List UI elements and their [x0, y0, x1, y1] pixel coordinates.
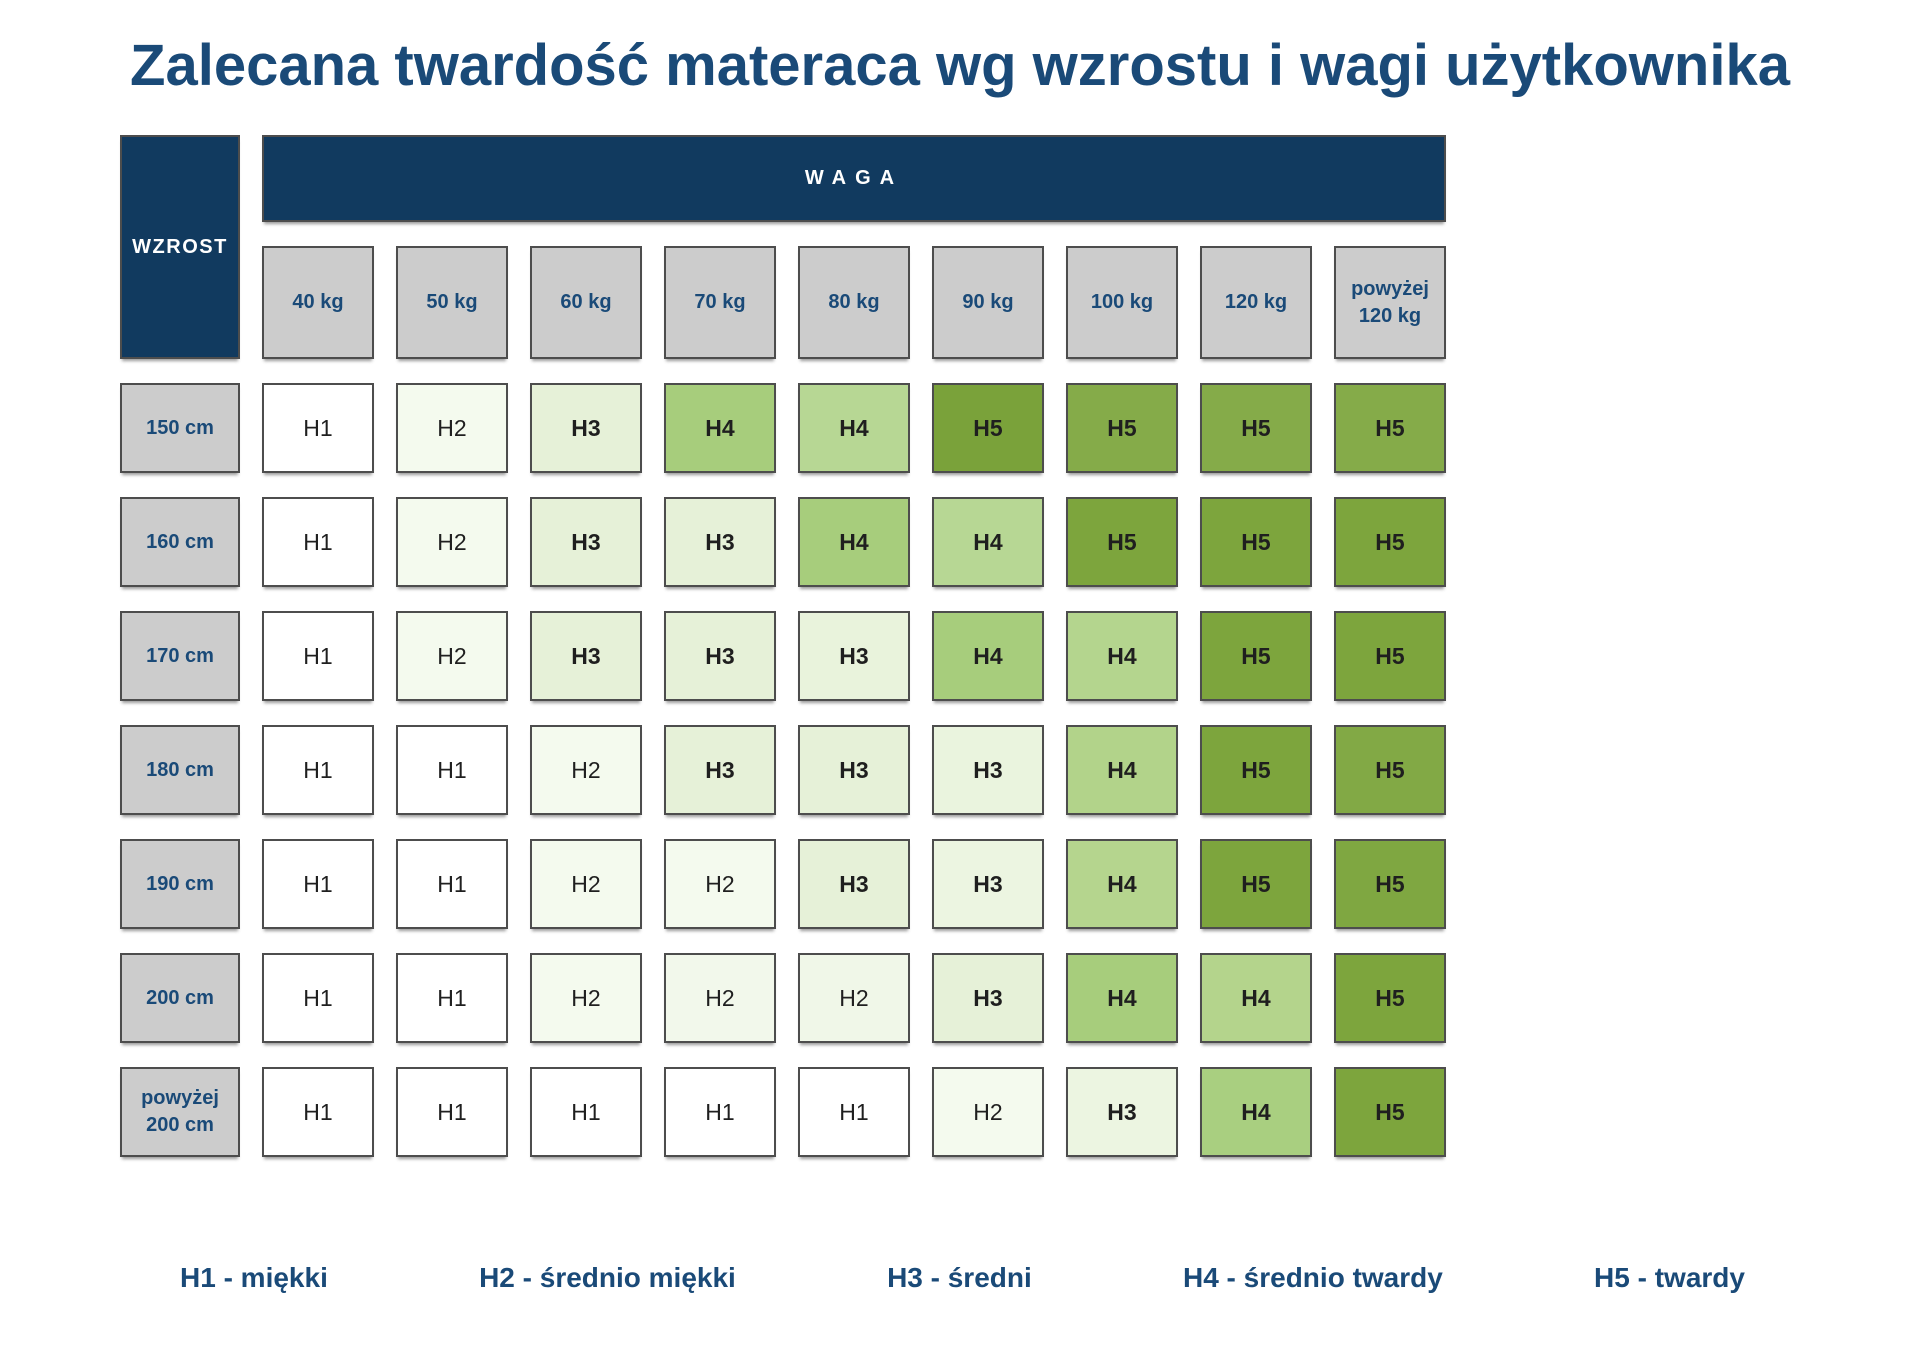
firmness-cell: H4: [1066, 953, 1178, 1043]
page-title: Zalecana twardość materaca wg wzrostu i …: [130, 33, 1790, 98]
firmness-cell: H2: [932, 1067, 1044, 1157]
firmness-cell: H5: [1200, 383, 1312, 473]
firmness-cell: H5: [1334, 839, 1446, 929]
column-header: 60 kg: [530, 246, 642, 359]
firmness-cell: H3: [932, 725, 1044, 815]
firmness-cell: H1: [262, 497, 374, 587]
column-header: powyżej 120 kg: [1334, 246, 1446, 359]
firmness-table: WZROST WAGA 40 kg 50 kg 60 kg 70 kg 80 kg 90 …: [120, 135, 1446, 1157]
firmness-cell: H5: [1334, 1067, 1446, 1157]
row-header: 170 cm: [120, 611, 240, 701]
firmness-cell: H1: [262, 1067, 374, 1157]
firmness-cell: H2: [396, 497, 508, 587]
row-header: 160 cm: [120, 497, 240, 587]
legend-item-h2: H2 - średnio miękki: [479, 1262, 736, 1293]
firmness-cell: H1: [530, 1067, 642, 1157]
column-header: 80 kg: [798, 246, 910, 359]
firmness-cell: H3: [664, 611, 776, 701]
firmness-cell: H3: [798, 725, 910, 815]
firmness-cell: H1: [396, 839, 508, 929]
legend-item-h4: H4 - średnio twardy: [1182, 1262, 1443, 1293]
firmness-cell: H5: [1334, 611, 1446, 701]
firmness-cell: H5: [1066, 383, 1178, 473]
firmness-cell: H4: [932, 611, 1044, 701]
firmness-cell: H5: [1334, 383, 1446, 473]
firmness-cell: H4: [798, 383, 910, 473]
firmness-cell: H5: [1066, 497, 1178, 587]
firmness-cell: H3: [530, 611, 642, 701]
legend: H1 - miękki H2 - średnio miękki H3 - śre…: [180, 1262, 1745, 1294]
firmness-cell: H3: [932, 839, 1044, 929]
firmness-cell: H3: [664, 497, 776, 587]
firmness-cell: H2: [530, 953, 642, 1043]
firmness-cell: H2: [664, 953, 776, 1043]
firmness-cell: H1: [396, 725, 508, 815]
column-header: 40 kg: [262, 246, 374, 359]
firmness-cell: H3: [798, 839, 910, 929]
firmness-cell: H4: [664, 383, 776, 473]
firmness-cell: H4: [1066, 611, 1178, 701]
firmness-cell: H5: [1200, 725, 1312, 815]
firmness-cell: H1: [396, 1067, 508, 1157]
firmness-cell: H5: [1334, 497, 1446, 587]
firmness-cell: H4: [1200, 953, 1312, 1043]
firmness-cell: H1: [262, 725, 374, 815]
column-header: 100 kg: [1066, 246, 1178, 359]
firmness-cell: H3: [530, 497, 642, 587]
firmness-cell: H5: [1200, 497, 1312, 587]
firmness-cell: H3: [530, 383, 642, 473]
weight-axis-header: WAGA: [262, 135, 1446, 222]
firmness-cell: H2: [396, 383, 508, 473]
firmness-cell: H1: [262, 611, 374, 701]
firmness-cell: H3: [664, 725, 776, 815]
legend-item-h5: H5 - twardy: [1594, 1262, 1745, 1293]
firmness-cell: H1: [262, 839, 374, 929]
firmness-cell: H4: [798, 497, 910, 587]
legend-item-h1: H1 - miękki: [180, 1262, 328, 1293]
firmness-cell: H3: [1066, 1067, 1178, 1157]
firmness-cell: H2: [396, 611, 508, 701]
firmness-cell: H1: [798, 1067, 910, 1157]
column-header: 50 kg: [396, 246, 508, 359]
row-header: 200 cm: [120, 953, 240, 1043]
legend-item-h3: H3 - średni: [887, 1262, 1032, 1293]
firmness-cell: H1: [664, 1067, 776, 1157]
row-header: 190 cm: [120, 839, 240, 929]
column-header: 90 kg: [932, 246, 1044, 359]
firmness-cell: H3: [932, 953, 1044, 1043]
firmness-cell: H4: [1200, 1067, 1312, 1157]
firmness-cell: H4: [932, 497, 1044, 587]
row-header: powyżej 200 cm: [120, 1067, 240, 1157]
firmness-cell: H5: [932, 383, 1044, 473]
firmness-cell: H2: [530, 839, 642, 929]
firmness-cell: H5: [1200, 611, 1312, 701]
firmness-cell: H4: [1066, 725, 1178, 815]
height-axis-header: WZROST: [120, 135, 240, 359]
column-header: 120 kg: [1200, 246, 1312, 359]
firmness-cell: H5: [1200, 839, 1312, 929]
firmness-cell: H2: [530, 725, 642, 815]
firmness-cell: H1: [262, 953, 374, 1043]
firmness-cell: H1: [396, 953, 508, 1043]
firmness-cell: H5: [1334, 725, 1446, 815]
firmness-cell: H2: [664, 839, 776, 929]
firmness-cell: H2: [798, 953, 910, 1043]
firmness-cell: H3: [798, 611, 910, 701]
column-header: 70 kg: [664, 246, 776, 359]
firmness-cell: H1: [262, 383, 374, 473]
firmness-cell: H5: [1334, 953, 1446, 1043]
row-header: 180 cm: [120, 725, 240, 815]
firmness-cell: H4: [1066, 839, 1178, 929]
row-header: 150 cm: [120, 383, 240, 473]
